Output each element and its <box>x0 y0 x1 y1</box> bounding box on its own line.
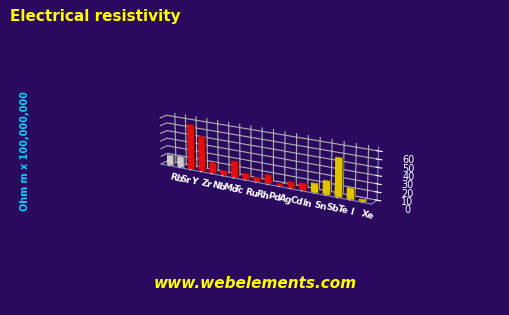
Text: Electrical resistivity: Electrical resistivity <box>10 9 181 25</box>
Text: Ohm m x 100,000,000: Ohm m x 100,000,000 <box>20 91 31 211</box>
Text: www.webelements.com: www.webelements.com <box>153 276 356 291</box>
